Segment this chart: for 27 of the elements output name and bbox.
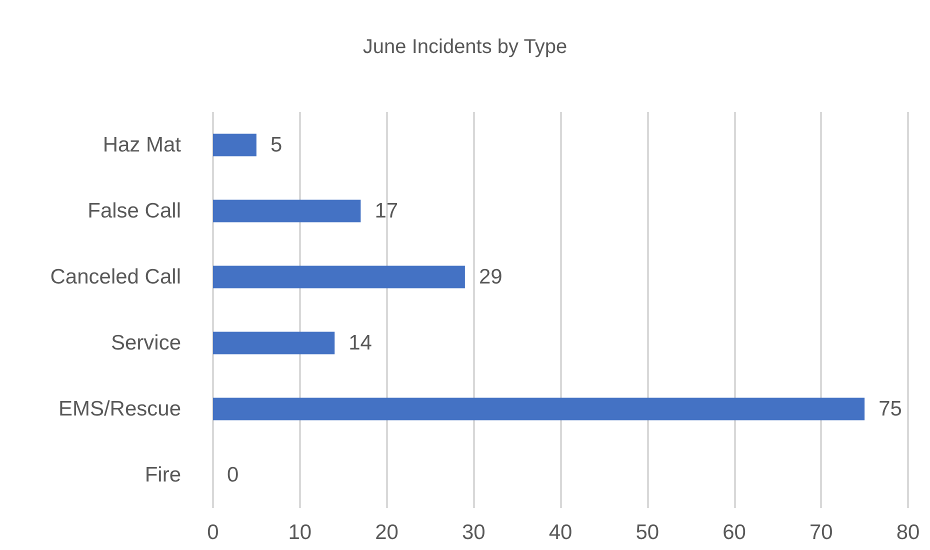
- x-tick-label: 30: [462, 521, 486, 544]
- y-tick-label: EMS/Rescue: [58, 398, 181, 420]
- data-label: 17: [374, 200, 398, 222]
- chart-title: June Incidents by Type: [362, 36, 568, 58]
- y-tick-label: Service: [110, 332, 181, 354]
- bar: [213, 134, 256, 156]
- bar: [213, 398, 865, 420]
- y-tick-label: Haz Mat: [102, 134, 182, 156]
- x-tick-label: 70: [809, 521, 833, 544]
- data-label: 0: [227, 464, 239, 486]
- bar: [213, 200, 361, 222]
- y-tick-label: Fire: [144, 464, 181, 486]
- data-label: 75: [878, 398, 902, 420]
- x-tick-label: 60: [722, 521, 746, 544]
- data-label: 14: [348, 332, 372, 354]
- bar: [213, 332, 335, 354]
- x-tick-label: 10: [288, 521, 312, 544]
- bar: [213, 266, 465, 288]
- x-tick-label: 80: [896, 521, 920, 544]
- y-tick-label: Canceled Call: [50, 266, 181, 288]
- y-tick-label: False Call: [88, 200, 181, 222]
- data-label: 5: [270, 134, 282, 156]
- x-tick-label: 20: [375, 521, 398, 544]
- x-tick-label: 40: [548, 521, 572, 544]
- x-tick-label: 0: [207, 521, 219, 544]
- data-label: 29: [478, 266, 502, 288]
- x-tick-label: 50: [636, 521, 660, 544]
